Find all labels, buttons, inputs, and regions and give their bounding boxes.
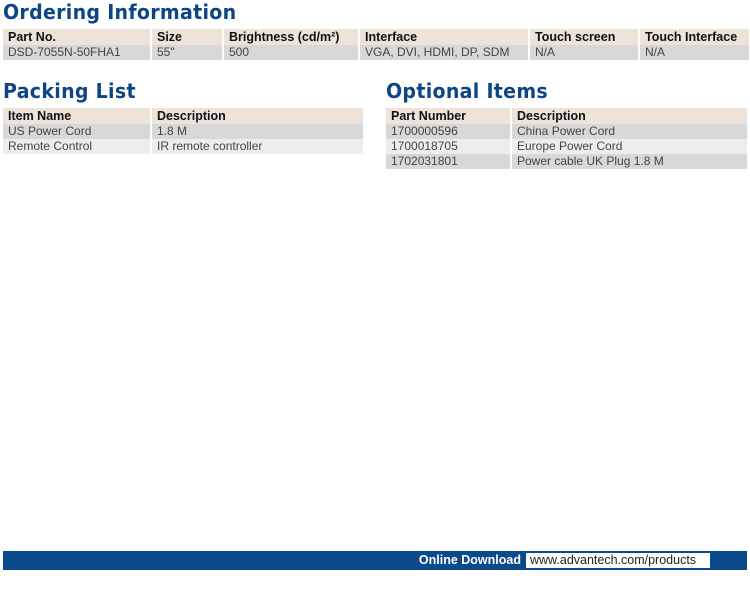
cell: Remote Control [3, 139, 150, 154]
col-header: Touch screen [530, 29, 638, 45]
cell: US Power Cord [3, 124, 150, 139]
cell: 1700018705 [386, 139, 510, 154]
download-url-link[interactable]: www.advantech.com/products [526, 553, 710, 568]
table-row: 1702031801 Power cable UK Plug 1.8 M [386, 154, 747, 169]
table-row: 1700018705 Europe Power Cord [386, 139, 747, 154]
cell: N/A [640, 45, 749, 60]
packing-title: Packing List [3, 79, 136, 103]
optional-title: Optional Items [386, 79, 549, 103]
table-row: DSD-7055N-50FHA1 55" 500 VGA, DVI, HDMI,… [3, 45, 749, 60]
footer-bar: Online Download www.advantech.com/produc… [3, 551, 747, 570]
table-row: Remote Control IR remote controller [3, 139, 363, 154]
table-row: US Power Cord 1.8 M [3, 124, 363, 139]
table-row: 1700000596 China Power Cord [386, 124, 747, 139]
optional-table: Part Number Description 1700000596 China P… [384, 108, 749, 169]
col-header: Part No. [3, 29, 150, 45]
col-header: Description [512, 108, 747, 124]
packing-table: Item Name Description US Power Cord 1.8 M … [1, 108, 365, 154]
cell: DSD-7055N-50FHA1 [3, 45, 150, 60]
cell: N/A [530, 45, 638, 60]
col-header: Interface [360, 29, 528, 45]
ordering-title: Ordering Information [3, 0, 237, 24]
cell: 1700000596 [386, 124, 510, 139]
col-header: Part Number [386, 108, 510, 124]
cell: Europe Power Cord [512, 139, 747, 154]
cell: 500 [224, 45, 358, 60]
cell: Power cable UK Plug 1.8 M [512, 154, 747, 169]
ordering-table: Part No. Size Brightness (cd/m²) Interfa… [1, 29, 750, 60]
cell: 55" [152, 45, 222, 60]
cell: China Power Cord [512, 124, 747, 139]
col-header: Brightness (cd/m²) [224, 29, 358, 45]
cell: VGA, DVI, HDMI, DP, SDM [360, 45, 528, 60]
online-download-label: Online Download [418, 553, 521, 567]
col-header: Description [152, 108, 363, 124]
col-header: Touch Interface [640, 29, 749, 45]
cell: 1.8 M [152, 124, 363, 139]
cell: 1702031801 [386, 154, 510, 169]
col-header: Item Name [3, 108, 150, 124]
col-header: Size [152, 29, 222, 45]
cell: IR remote controller [152, 139, 363, 154]
